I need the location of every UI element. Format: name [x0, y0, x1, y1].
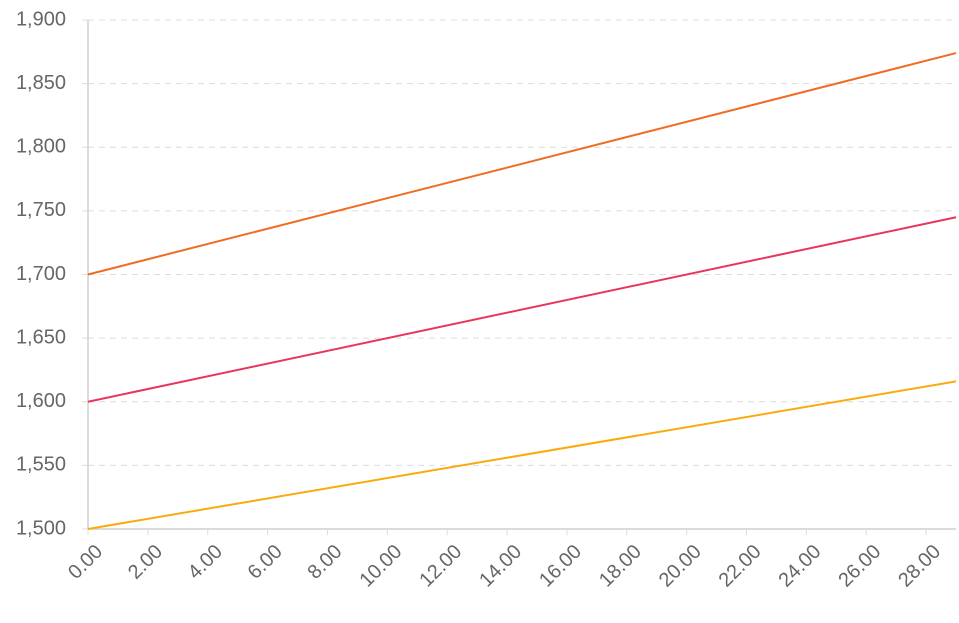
x-axis-ticks: 0.00 2.00 4.00 6.00 8.00 10.00 12.00 14.00 16.00…: [64, 541, 945, 592]
series-layer: [87, 52, 957, 530]
x-tick-label: 28.00: [894, 541, 945, 592]
x-tick-label: 20.00: [655, 541, 706, 592]
series-line-2: [87, 216, 957, 403]
y-tick-label: 1,550: [16, 454, 66, 476]
x-tick-label: 0.00: [64, 541, 107, 584]
axis-layer: [82, 19, 956, 535]
series-line-1: [87, 52, 957, 276]
x-tick-label: 2.00: [124, 541, 167, 584]
y-tick-label: 1,800: [16, 136, 66, 158]
y-tick-label: 1,850: [16, 72, 66, 94]
y-tick-label: 1,500: [16, 517, 66, 539]
y-tick-label: 1,700: [16, 263, 66, 285]
y-tick-label: 1,750: [16, 199, 66, 221]
grid-layer: [88, 19, 956, 466]
y-axis-ticks: 1,500 1,550 1,600 1,650 1,700 1,750 1,800 1,850…: [16, 8, 66, 539]
y-tick-label: 1,600: [16, 390, 66, 412]
x-tick-label: 14.00: [475, 541, 526, 592]
x-tick-label: 12.00: [415, 541, 466, 592]
x-tick-label: 8.00: [304, 541, 347, 584]
y-tick-label: 1,650: [16, 326, 66, 348]
x-tick-label: 6.00: [244, 541, 287, 584]
y-tick-label: 1,900: [16, 8, 66, 30]
x-tick-label: 24.00: [775, 541, 826, 592]
x-tick-label: 26.00: [834, 541, 885, 592]
x-tick-label: 18.00: [595, 541, 646, 592]
x-tick-label: 10.00: [356, 541, 407, 592]
x-tick-label: 22.00: [715, 541, 766, 592]
series-line-3: [87, 380, 957, 530]
x-tick-label: 4.00: [184, 541, 227, 584]
x-tick-label: 16.00: [535, 541, 586, 592]
